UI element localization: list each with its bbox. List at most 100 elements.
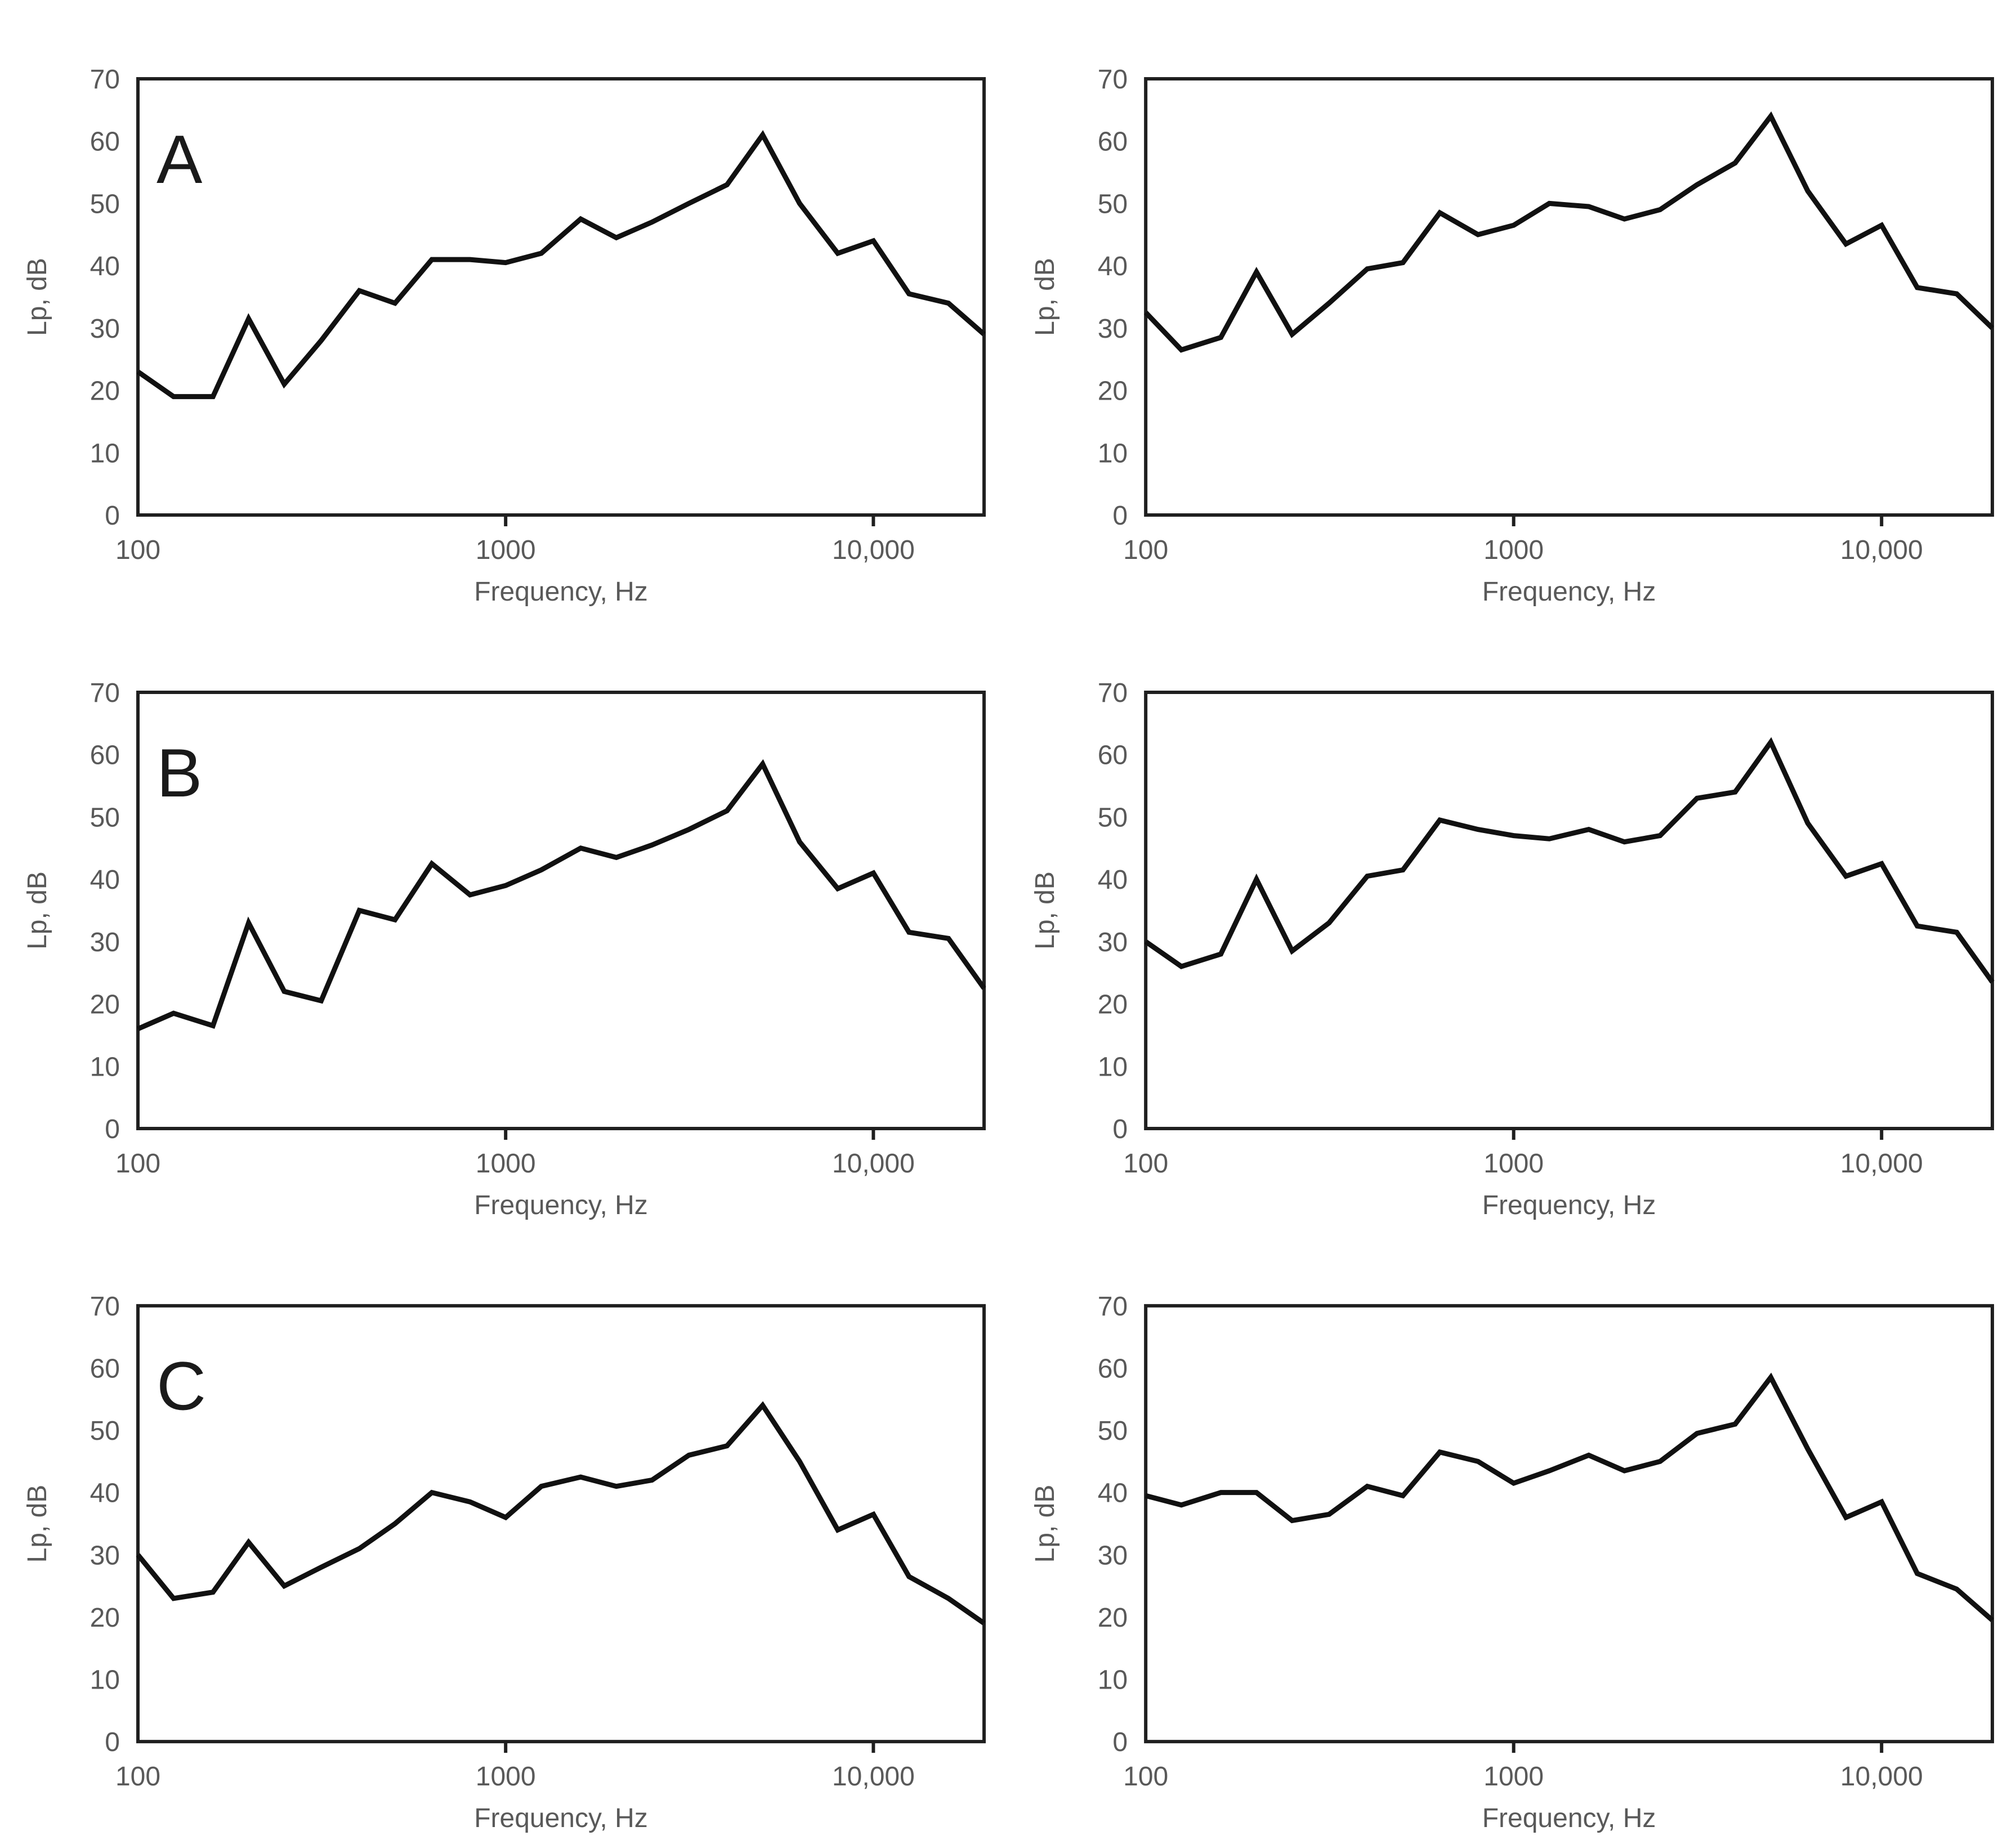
y-tick-label: 0 [105,1114,120,1144]
y-tick-label: 10 [1098,1666,1128,1695]
spectrum-chart-c-left: 0 10 20 30 40 50 60 70 100 1000 10,000 Frequency, H… [23,1292,986,1833]
plot-border [1144,77,1994,517]
x-tick-label: 100 [115,535,160,565]
y-tick-label: 10 [90,1666,120,1695]
x-axis-title: Frequency, Hz [1482,577,1656,607]
x-tick-label: 10,000 [832,1149,915,1179]
plot-border [1144,691,1994,1130]
y-tick-label: 30 [1098,928,1128,957]
x-axis-title: Frequency, Hz [474,1803,648,1833]
y-tick-label: 50 [90,803,120,832]
y-tick-label: 20 [1098,377,1128,406]
y-tick-label: 10 [1098,1052,1128,1082]
y-tick-label: 60 [1098,127,1128,157]
spectrum-chart-a-left: 0 10 20 30 40 50 60 70 100 1000 10,000 Frequency, H… [23,65,986,607]
y-tick-label: 50 [1098,1416,1128,1446]
y-tick-label: 40 [90,865,120,895]
y-tick-label: 0 [105,501,120,531]
chart-panel-b-left: 0 10 20 30 40 50 60 70 100 1000 10,000 Frequency, H… [0,614,1008,1227]
spectrum-chart-c-right: 0 10 20 30 40 50 60 70 100 1000 10,000 Frequency, H… [1030,1292,1994,1833]
x-tick-label: 100 [1123,535,1168,565]
x-tick-label: 1000 [1483,1762,1544,1792]
x-axis-title: Frequency, Hz [1482,1803,1656,1833]
x-tick-label: 10,000 [832,535,915,565]
y-tick-label: 30 [90,1541,120,1570]
y-axis-title: Lp, dB [1030,871,1060,950]
y-tick-label: 70 [90,678,120,708]
plot-border [136,77,986,517]
chart-panel-c-right: 0 10 20 30 40 50 60 70 100 1000 10,000 Frequency, H… [1008,1227,2016,1840]
x-tick-label: 1000 [476,1762,536,1792]
y-tick-label: 40 [1098,865,1128,895]
y-tick-label: 60 [90,1354,120,1384]
x-tick-label: 1000 [476,1149,536,1179]
spectrum-chart-a-right: 0 10 20 30 40 50 60 70 100 1000 10,000 Frequency, H… [1030,65,1995,607]
x-tick-label: 100 [1123,1762,1168,1792]
x-tick-label: 100 [115,1762,160,1792]
y-axis-title: Lp, dB [23,1485,52,1563]
y-tick-label: 20 [1098,990,1128,1020]
x-axis-title: Frequency, Hz [474,1190,648,1220]
spectrum-line [137,759,986,1032]
y-tick-label: 30 [90,314,120,344]
y-axis-title: Lp, dB [1030,258,1060,336]
y-tick-label: 70 [1098,65,1128,95]
x-tick-label: 1000 [476,535,536,565]
y-tick-label: 20 [90,1603,120,1633]
y-tick-label: 50 [1098,189,1128,219]
y-tick-label: 20 [90,990,120,1020]
y-axis-title: Lp, dB [1030,1485,1060,1563]
chart-panel-a-right: 0 10 20 30 40 50 60 70 100 1000 10,000 Frequency, H… [1008,0,2016,614]
y-tick-label: 10 [90,438,120,468]
panel-letter: C [157,1348,206,1425]
y-tick-label: 0 [1112,501,1128,531]
x-axis-title: Frequency, Hz [474,577,648,607]
y-tick-label: 40 [1098,1479,1128,1508]
spectrum-line [1143,111,1995,353]
x-tick-label: 1000 [1483,1149,1544,1179]
y-tick-label: 50 [90,1416,120,1446]
x-tick-label: 100 [115,1149,160,1179]
y-tick-label: 40 [1098,252,1128,281]
x-tick-label: 10,000 [832,1762,915,1792]
plot-border [1144,1304,1994,1744]
x-axis-title: Frequency, Hz [1482,1190,1656,1220]
y-tick-label: 50 [90,189,120,219]
panel-letter: B [157,735,202,811]
y-tick-label: 0 [105,1727,120,1757]
y-tick-label: 70 [1098,1292,1128,1322]
y-tick-label: 60 [1098,1354,1128,1384]
chart-panel-c-left: 0 10 20 30 40 50 60 70 100 1000 10,000 Frequency, H… [0,1227,1008,1840]
y-tick-label: 50 [1098,803,1128,832]
y-tick-label: 30 [1098,1541,1128,1570]
chart-panel-a-left: 0 10 20 30 40 50 60 70 100 1000 10,000 Frequency, H… [0,0,1008,614]
y-tick-label: 10 [90,1052,120,1082]
y-tick-label: 60 [90,127,120,157]
y-tick-label: 20 [1098,1603,1128,1633]
chart-panel-b-right: 0 10 20 30 40 50 60 70 100 1000 10,000 Frequency, H… [1008,614,2016,1227]
y-tick-label: 0 [1112,1727,1128,1757]
spectrum-line [136,1401,986,1626]
y-tick-label: 60 [90,741,120,771]
y-tick-label: 70 [90,65,120,95]
y-tick-label: 60 [1098,741,1128,771]
plot-border [136,1304,986,1744]
y-tick-label: 70 [1098,678,1128,708]
y-tick-label: 70 [90,1292,120,1322]
x-tick-label: 100 [1123,1149,1168,1179]
x-tick-label: 10,000 [1840,535,1923,565]
y-tick-label: 40 [90,1479,120,1508]
y-axis-title: Lp, dB [23,871,52,950]
y-tick-label: 30 [90,928,120,957]
plot-border [136,691,986,1130]
x-tick-label: 10,000 [1840,1149,1923,1179]
spectrum-line [1145,1372,1994,1622]
spectrum-chart-b-left: 0 10 20 30 40 50 60 70 100 1000 10,000 Frequency, H… [23,678,986,1220]
y-tick-label: 20 [90,377,120,406]
y-tick-label: 30 [1098,314,1128,344]
y-tick-label: 0 [1112,1114,1128,1144]
spectrum-chart-b-right: 0 10 20 30 40 50 60 70 100 1000 10,000 Frequency, H… [1030,678,1995,1220]
x-tick-label: 1000 [1483,535,1544,565]
y-axis-title: Lp, dB [23,258,52,336]
